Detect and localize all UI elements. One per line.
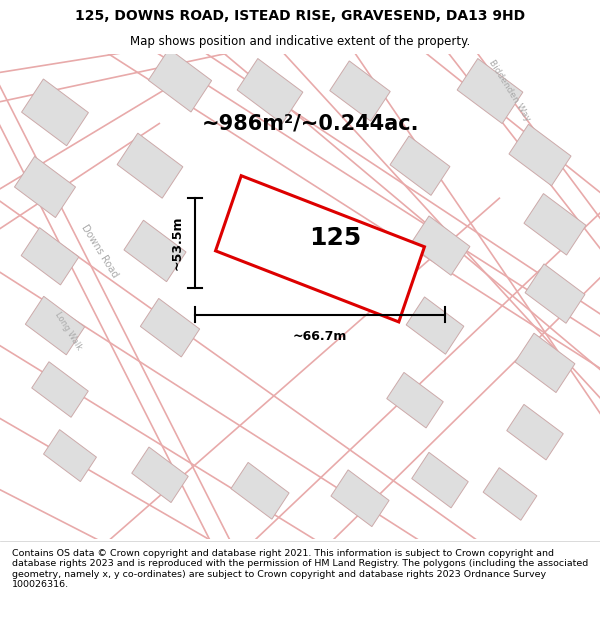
Polygon shape xyxy=(132,447,188,503)
Text: ~53.5m: ~53.5m xyxy=(170,216,184,270)
Polygon shape xyxy=(237,59,303,124)
Polygon shape xyxy=(148,49,212,112)
Polygon shape xyxy=(330,61,390,121)
Polygon shape xyxy=(32,362,88,418)
Text: ~986m²/~0.244ac.: ~986m²/~0.244ac. xyxy=(201,113,419,133)
Polygon shape xyxy=(22,79,88,146)
Polygon shape xyxy=(14,156,76,218)
Polygon shape xyxy=(117,133,183,198)
Polygon shape xyxy=(457,59,523,124)
Polygon shape xyxy=(331,470,389,527)
Polygon shape xyxy=(124,220,186,282)
Polygon shape xyxy=(387,372,443,428)
Polygon shape xyxy=(509,124,571,186)
Polygon shape xyxy=(390,136,450,196)
Text: 125: 125 xyxy=(309,226,361,250)
Polygon shape xyxy=(412,452,468,508)
Text: Downs Road: Downs Road xyxy=(80,222,120,279)
Text: Long Walk: Long Walk xyxy=(53,310,83,352)
Polygon shape xyxy=(507,404,563,460)
Polygon shape xyxy=(410,216,470,275)
Polygon shape xyxy=(515,333,575,392)
Polygon shape xyxy=(215,176,424,322)
Polygon shape xyxy=(525,264,585,323)
Polygon shape xyxy=(524,194,586,255)
Text: Biddenden Way: Biddenden Way xyxy=(487,59,533,124)
Polygon shape xyxy=(406,297,464,354)
Polygon shape xyxy=(44,429,97,482)
Polygon shape xyxy=(231,462,289,519)
Text: Contains OS data © Crown copyright and database right 2021. This information is : Contains OS data © Crown copyright and d… xyxy=(12,549,588,589)
Polygon shape xyxy=(140,299,200,357)
Text: 125, DOWNS ROAD, ISTEAD RISE, GRAVESEND, DA13 9HD: 125, DOWNS ROAD, ISTEAD RISE, GRAVESEND,… xyxy=(75,9,525,23)
Polygon shape xyxy=(483,468,537,520)
Text: Map shows position and indicative extent of the property.: Map shows position and indicative extent… xyxy=(130,36,470,48)
Text: ~66.7m: ~66.7m xyxy=(293,330,347,342)
Polygon shape xyxy=(25,296,85,355)
Polygon shape xyxy=(21,228,79,285)
